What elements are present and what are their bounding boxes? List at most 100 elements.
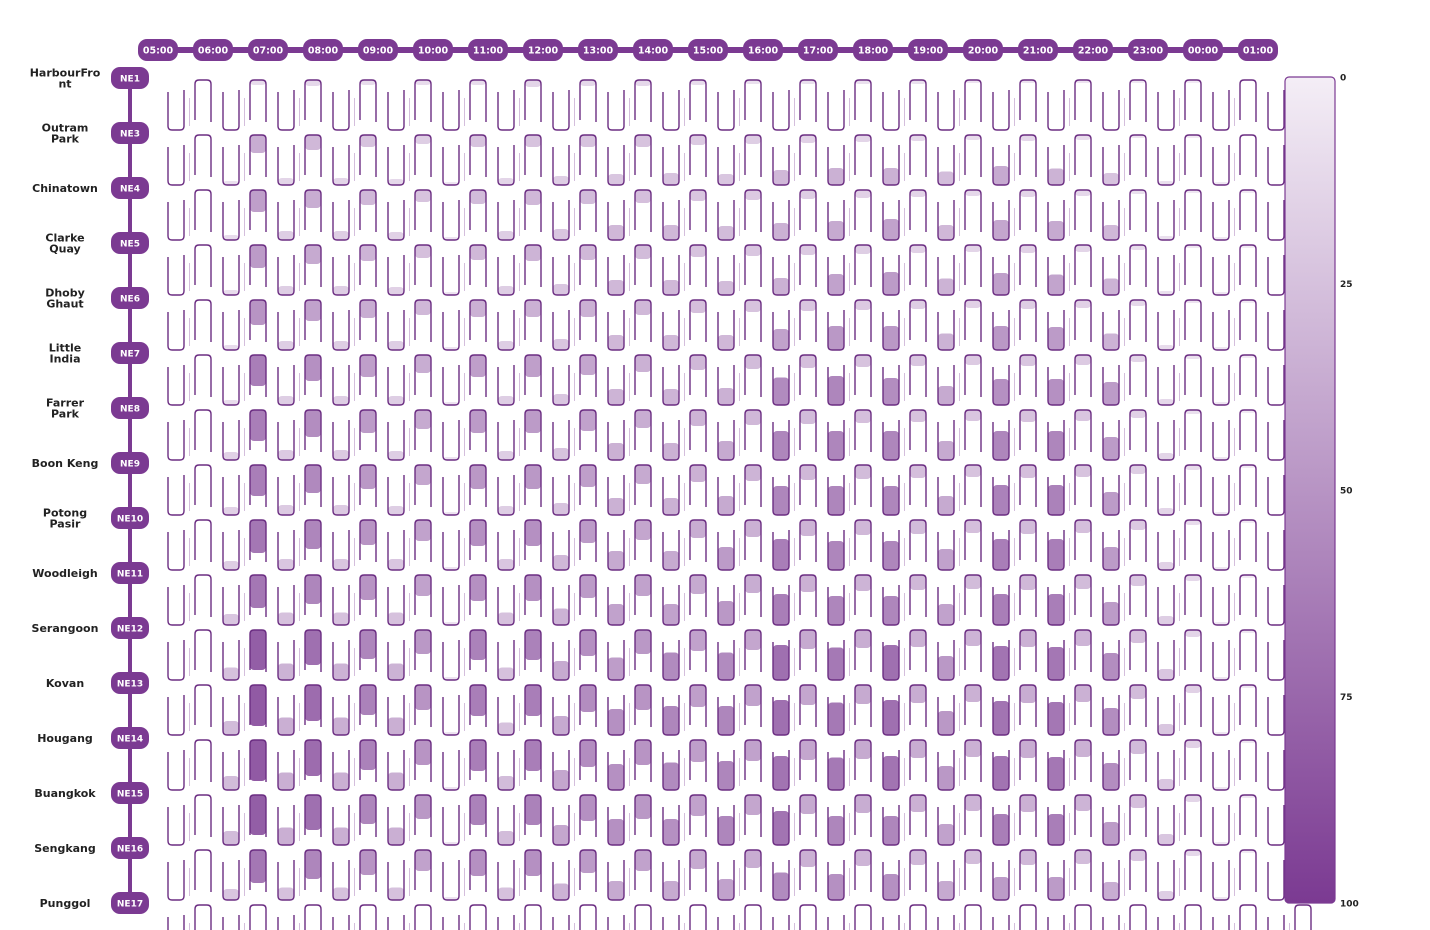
southbound-cell-fill	[305, 355, 321, 381]
southbound-cell-fill	[1020, 245, 1036, 253]
southbound-cell-fill	[745, 575, 761, 593]
northbound-cell	[443, 860, 459, 900]
northbound-cell	[168, 255, 184, 295]
station-name-label: Boon Keng	[32, 457, 99, 470]
northbound-cell-fill	[553, 448, 569, 460]
northbound-cell-fill	[773, 486, 789, 515]
northbound-cell-fill	[773, 539, 789, 570]
southbound-cell	[745, 905, 761, 930]
northbound-cell-fill	[278, 450, 294, 460]
northbound-cell-fill	[553, 661, 569, 680]
northbound-cell	[168, 640, 184, 680]
southbound-cell-fill	[1075, 355, 1091, 365]
northbound-cell-fill	[498, 831, 514, 845]
southbound-cell	[1185, 245, 1201, 287]
southbound-cell-fill	[415, 630, 431, 654]
southbound-cell-fill	[1075, 630, 1091, 646]
southbound-cell-fill	[800, 135, 816, 143]
northbound-cell	[1048, 90, 1064, 130]
northbound-cell-fill	[938, 549, 954, 570]
station-name-label: HarbourFro nt	[30, 67, 101, 91]
northbound-cell-fill	[608, 819, 624, 845]
southbound-cell-fill	[690, 850, 706, 869]
southbound-cell-fill	[525, 190, 541, 205]
northbound-cell	[1268, 255, 1284, 295]
northbound-cell-fill	[938, 881, 954, 900]
northbound-cell-fill	[773, 223, 789, 240]
northbound-cell-fill	[883, 541, 899, 570]
northbound-cell	[1213, 750, 1229, 790]
southbound-cell-fill	[250, 630, 266, 670]
northbound-cell	[1268, 475, 1284, 515]
northbound-cell-fill	[333, 613, 349, 626]
southbound-cell	[1185, 300, 1201, 342]
southbound-cell-fill	[1020, 630, 1036, 647]
southbound-cell-fill	[745, 245, 761, 256]
northbound-cell-fill	[498, 723, 514, 736]
northbound-cell-fill	[1048, 757, 1064, 790]
southbound-cell-fill	[250, 520, 266, 553]
southbound-cell	[1240, 410, 1256, 452]
southbound-cell-fill	[250, 135, 266, 153]
northbound-cell-fill	[608, 280, 624, 295]
northbound-cell-fill	[388, 341, 404, 350]
northbound-cell-fill	[1048, 275, 1064, 296]
northbound-cell-fill	[498, 178, 514, 185]
northbound-cell-fill	[1048, 877, 1064, 900]
southbound-cell-fill	[1075, 685, 1091, 702]
northbound-cell-fill	[1158, 834, 1174, 845]
southbound-cell-fill	[855, 300, 871, 310]
southbound-cell-fill	[965, 465, 981, 477]
northbound-cell-fill	[773, 756, 789, 790]
northbound-cell-fill	[663, 706, 679, 735]
northbound-cell-fill	[938, 824, 954, 845]
southbound-cell	[1240, 905, 1256, 930]
northbound-cell	[1213, 695, 1229, 735]
southbound-cell-fill	[965, 300, 981, 308]
northbound-cell-fill	[663, 604, 679, 625]
southbound-cell-fill	[580, 190, 596, 204]
northbound-cell-fill	[388, 287, 404, 295]
northbound-cell-fill	[828, 486, 844, 515]
southbound-cell-fill	[800, 795, 816, 814]
northbound-cell-fill	[278, 888, 294, 901]
northbound-cell-fill	[223, 452, 239, 460]
station-code-label: NE14	[117, 735, 143, 745]
southbound-cell-fill	[470, 245, 486, 260]
northbound-cell-fill	[828, 874, 844, 900]
hour-tick-label: 05:00	[143, 46, 174, 57]
northbound-cell-fill	[773, 700, 789, 735]
northbound-cell	[663, 90, 679, 130]
northbound-cell-fill	[223, 507, 239, 515]
northbound-cell-fill	[388, 506, 404, 515]
southbound-cell-fill	[745, 355, 761, 369]
northbound-cell-fill	[278, 559, 294, 570]
northbound-cell-fill	[773, 329, 789, 350]
southbound-cell	[1020, 135, 1036, 177]
northbound-cell	[278, 915, 294, 930]
southbound-cell	[965, 190, 981, 232]
northbound-cell	[498, 915, 514, 930]
station-code-label: NE5	[120, 240, 140, 250]
southbound-cell-fill	[855, 740, 871, 759]
northbound-cell-fill	[883, 874, 899, 900]
southbound-cell-fill	[635, 410, 651, 428]
southbound-cell	[195, 190, 211, 232]
northbound-cell-fill	[718, 441, 734, 460]
northbound-cell	[1213, 310, 1229, 350]
northbound-cell	[718, 90, 734, 130]
southbound-cell	[1075, 80, 1091, 122]
northbound-cell-fill	[718, 653, 734, 681]
northbound-cell-fill	[608, 881, 624, 900]
northbound-cell-fill	[553, 609, 569, 626]
northbound-cell-fill	[553, 339, 569, 350]
southbound-cell-fill	[1020, 355, 1036, 366]
northbound-cell-fill	[718, 388, 734, 405]
southbound-cell	[250, 905, 266, 930]
station-code-label: NE17	[117, 900, 143, 910]
northbound-cell-fill	[663, 335, 679, 350]
southbound-cell-fill	[415, 520, 431, 541]
station-name-label: Kovan	[46, 677, 84, 690]
southbound-cell-fill	[525, 575, 541, 601]
northbound-cell-fill	[388, 718, 404, 736]
